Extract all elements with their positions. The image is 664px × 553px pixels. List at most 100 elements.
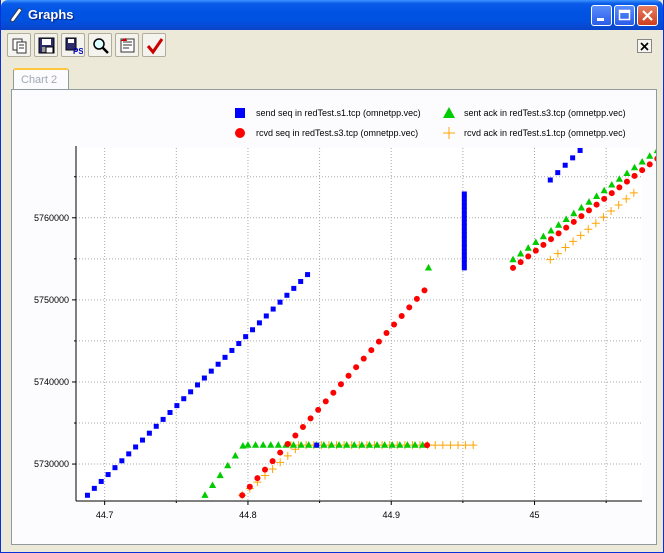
data-point-plus	[553, 249, 562, 258]
apply-button[interactable]	[142, 33, 166, 57]
copy-button[interactable]	[7, 33, 31, 57]
tab-chart-2[interactable]: Chart 2	[13, 68, 69, 90]
data-point-plus	[431, 441, 440, 450]
data-point-triangle	[373, 441, 381, 448]
data-point-circle	[398, 312, 405, 319]
export-ps-icon: PS	[65, 37, 83, 55]
data-point-plus	[261, 471, 270, 480]
close-button[interactable]	[637, 5, 658, 26]
data-point-square	[105, 472, 111, 478]
data-point-circle	[646, 161, 653, 168]
data-point-square	[461, 253, 467, 259]
data-point-circle	[510, 264, 517, 271]
data-point-square	[461, 191, 467, 197]
data-point-triangle	[350, 441, 358, 448]
data-point-square	[243, 334, 249, 340]
data-point-circle	[353, 364, 360, 371]
data-point-circle	[337, 381, 344, 388]
zoom-button[interactable]	[88, 33, 112, 57]
data-point-circle	[292, 432, 299, 439]
toolbar: PS	[7, 33, 657, 61]
data-point-plus	[438, 441, 447, 450]
data-point-circle	[262, 466, 269, 473]
data-point-square	[167, 410, 173, 416]
data-point-square	[263, 313, 269, 319]
data-point-square	[461, 248, 467, 254]
data-point-triangle	[630, 163, 639, 171]
data-point-triangle	[343, 441, 351, 448]
export-ps-button[interactable]: PS	[61, 33, 85, 57]
data-point-triangle	[509, 255, 517, 263]
data-point-circle	[391, 321, 398, 328]
data-point-square	[547, 177, 553, 183]
data-point-square	[160, 416, 166, 422]
data-point-triangle	[592, 192, 601, 200]
ps-label: PS	[73, 47, 83, 55]
data-point-plus	[446, 441, 455, 450]
data-point-plus	[546, 255, 555, 264]
pen-app-icon	[10, 7, 23, 23]
data-point-circle	[375, 338, 382, 345]
data-point-triangle	[327, 441, 336, 448]
data-point-circle	[246, 483, 253, 490]
y-tick-label: 5760000	[34, 213, 69, 223]
data-point-circle	[623, 178, 630, 185]
data-point-square	[461, 240, 467, 246]
data-point-triangle	[562, 215, 570, 223]
y-tick-label: 5740000	[34, 377, 69, 387]
data-point-square	[208, 368, 214, 374]
chart-canvas[interactable]: 44.7 44.8 44.9 45 5730000 5740000 5750000 57600…	[12, 90, 656, 544]
legend-marker-triangle	[443, 107, 455, 118]
close-icon	[640, 42, 649, 51]
data-point-square	[146, 430, 152, 436]
data-point-square	[256, 320, 262, 326]
data-point-triangle	[216, 471, 224, 479]
data-point-triangle	[570, 209, 578, 217]
data-point-circle	[345, 372, 352, 379]
x-tick-label: 45	[530, 510, 540, 520]
data-point-triangle	[365, 441, 374, 448]
data-point-circle	[563, 224, 570, 231]
data-point-square	[461, 228, 467, 234]
panel-close-button[interactable]	[637, 39, 652, 53]
data-point-square	[562, 162, 568, 168]
zoom-icon	[93, 38, 109, 54]
save-image-icon	[38, 37, 55, 54]
minimize-button[interactable]	[591, 5, 612, 26]
legend-marker-square	[235, 108, 245, 118]
data-point-triangle	[244, 441, 252, 448]
data-point-triangle	[600, 186, 608, 194]
data-point-square	[577, 147, 583, 153]
data-point-square	[314, 442, 320, 448]
legend-label: sent ack in redTest.s3.tcp (omnetpp.vec)	[464, 108, 626, 118]
data-point-triangle	[267, 441, 275, 448]
data-point-plus	[268, 464, 277, 473]
data-point-circle	[360, 355, 367, 362]
data-point-triangle	[547, 226, 555, 234]
data-point-circle	[555, 230, 562, 237]
data-point-circle	[254, 475, 261, 482]
maximize-icon	[618, 9, 631, 21]
data-point-circle	[284, 441, 291, 448]
properties-button[interactable]	[115, 33, 139, 57]
title-bar[interactable]: Graphs	[1, 0, 663, 30]
legend-label: rcvd seq in redTest.s3.tcp (omnetpp.vec)	[256, 128, 418, 138]
data-point-triangle	[623, 169, 631, 177]
data-point-plus	[622, 194, 631, 203]
data-point-circle	[330, 389, 337, 396]
legend-marker-circle	[235, 128, 245, 138]
data-point-circle	[322, 398, 329, 405]
data-point-circle	[631, 172, 638, 179]
data-point-square	[112, 465, 118, 471]
data-point-square	[461, 211, 467, 217]
data-point-square	[195, 382, 201, 388]
data-point-triangle	[381, 441, 389, 448]
copy-icon	[12, 38, 27, 54]
data-point-square	[461, 232, 467, 238]
data-point-square	[555, 170, 561, 176]
data-point-square	[222, 354, 228, 360]
data-point-square	[461, 244, 467, 250]
save-image-button[interactable]	[34, 33, 58, 57]
maximize-button[interactable]	[614, 5, 635, 26]
tab-label: Chart 2	[21, 74, 58, 86]
